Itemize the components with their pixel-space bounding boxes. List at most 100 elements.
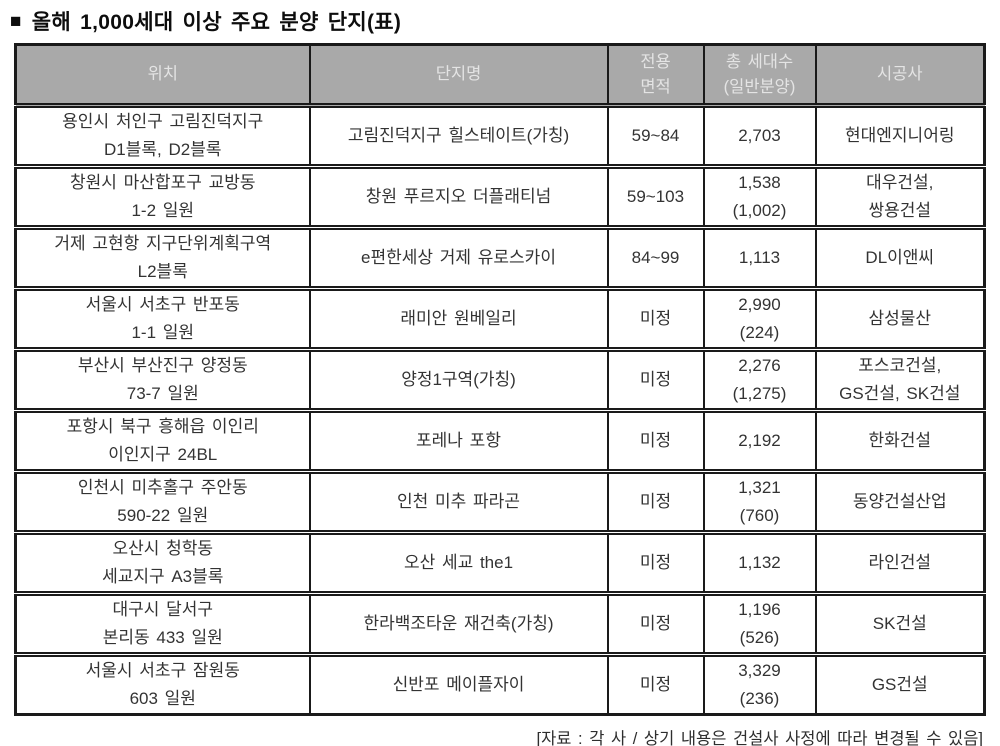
households-total: 1,538	[738, 173, 781, 192]
location-cell: 부산시 부산진구 양정동 73-7 일원	[14, 348, 311, 412]
area-cell: 미정	[606, 531, 705, 595]
header-complex: 단지명	[308, 43, 609, 107]
households-total: 1,132	[738, 553, 781, 572]
location-line2: D1블록, D2블록	[104, 140, 222, 159]
builder-cell: 동양건설산업	[814, 470, 986, 534]
square-bullet-icon: ■	[10, 10, 22, 32]
builder-line1: 포스코건설,	[858, 356, 942, 375]
builder-cell: 대우건설, 쌍용건설	[814, 165, 986, 229]
households-total: 2,990	[738, 295, 781, 314]
builder-line1: SK건설	[872, 614, 927, 633]
households-cell: 1,196 (526)	[702, 592, 817, 656]
households-total: 2,703	[738, 126, 781, 145]
area-cell: 미정	[606, 409, 705, 473]
location-line2: 603 일원	[129, 689, 196, 708]
builder-cell: SK건설	[814, 592, 986, 656]
builder-line1: DL이앤씨	[865, 248, 935, 267]
header-area-line1: 전용	[640, 52, 671, 71]
households-total: 2,192	[738, 431, 781, 450]
households-cell: 1,113	[702, 226, 817, 290]
table-header-row: 위치 단지명 전용 면적 총 세대수 (일반분양) 시공사	[14, 43, 986, 107]
location-line2: 590-22 일원	[117, 506, 209, 525]
apartment-complex-table: 위치 단지명 전용 면적 총 세대수 (일반분양) 시공사 용인시 처인구 고림…	[14, 43, 986, 716]
location-line2: 본리동 433 일원	[102, 628, 223, 647]
builder-line1: 현대엔지니어링	[845, 126, 955, 145]
complex-name-cell: e편한세상 거제 유로스카이	[308, 226, 609, 290]
households-general: (1,002)	[732, 201, 787, 220]
table-row: 대구시 달서구 본리동 433 일원 한라백조타운 재건축(가칭) 미정 1,1…	[14, 592, 986, 656]
location-cell: 서울시 서초구 반포동 1-1 일원	[14, 287, 311, 351]
builder-line1: 삼성물산	[868, 309, 932, 328]
complex-name-cell: 오산 세교 the1	[308, 531, 609, 595]
location-cell: 거제 고현항 지구단위계획구역 L2블록	[14, 226, 311, 290]
location-cell: 창원시 마산합포구 교방동 1-2 일원	[14, 165, 311, 229]
builder-cell: 포스코건설, GS건설, SK건설	[814, 348, 986, 412]
table-row: 오산시 청학동 세교지구 A3블록 오산 세교 the1 미정 1,132 라인…	[14, 531, 986, 595]
location-line1: 인천시 미추홀구 주안동	[77, 478, 248, 497]
households-cell: 2,192	[702, 409, 817, 473]
header-area: 전용 면적	[606, 43, 705, 107]
header-households-line2: (일반분양)	[723, 77, 796, 96]
area-cell: 59~103	[606, 165, 705, 229]
households-general: (760)	[739, 506, 780, 525]
page-title-text: 올해 1,000세대 이상 주요 분양 단지(표)	[31, 11, 402, 34]
households-cell: 1,132	[702, 531, 817, 595]
builder-line1: 라인건설	[868, 553, 932, 572]
builder-cell: 한화건설	[814, 409, 986, 473]
area-cell: 미정	[606, 470, 705, 534]
table-row: 용인시 처인구 고림진덕지구 D1블록, D2블록 고림진덕지구 힐스테이트(가…	[14, 104, 986, 168]
table-row: 서울시 서초구 반포동 1-1 일원 래미안 원베일리 미정 2,990 (22…	[14, 287, 986, 351]
households-general: (526)	[739, 628, 780, 647]
table-header: 위치 단지명 전용 면적 총 세대수 (일반분양) 시공사	[14, 43, 986, 107]
location-line1: 부산시 부산진구 양정동	[77, 356, 248, 375]
households-general: (224)	[739, 323, 780, 342]
builder-line2: 쌍용건설	[868, 201, 932, 220]
location-cell: 대구시 달서구 본리동 433 일원	[14, 592, 311, 656]
households-cell: 2,990 (224)	[702, 287, 817, 351]
builder-line1: 동양건설산업	[852, 492, 947, 511]
area-cell: 84~99	[606, 226, 705, 290]
location-line2: 세교지구 A3블록	[102, 567, 224, 586]
table-row: 부산시 부산진구 양정동 73-7 일원 양정1구역(가칭) 미정 2,276 …	[14, 348, 986, 412]
location-line2: L2블록	[137, 262, 188, 281]
households-total: 3,329	[738, 661, 781, 680]
header-households-line1: 총 세대수	[725, 52, 794, 71]
households-total: 1,196	[738, 600, 781, 619]
households-total: 2,276	[738, 356, 781, 375]
header-builder: 시공사	[814, 43, 986, 107]
complex-name-cell: 포레나 포항	[308, 409, 609, 473]
complex-name-cell: 신반포 메이플자이	[308, 653, 609, 716]
location-cell: 포항시 북구 흥해읍 이인리 이인지구 24BL	[14, 409, 311, 473]
households-total: 1,321	[738, 478, 781, 497]
header-households: 총 세대수 (일반분양)	[702, 43, 817, 107]
area-cell: 미정	[606, 653, 705, 716]
location-line1: 오산시 청학동	[112, 539, 214, 558]
complex-name-cell: 고림진덕지구 힐스테이트(가칭)	[308, 104, 609, 168]
location-line1: 창원시 마산합포구 교방동	[70, 173, 256, 192]
builder-line1: GS건설	[871, 675, 928, 694]
area-cell: 59~84	[606, 104, 705, 168]
location-line1: 거제 고현항 지구단위계획구역	[54, 234, 272, 253]
builder-line1: 한화건설	[868, 431, 932, 450]
builder-cell: 삼성물산	[814, 287, 986, 351]
households-general: (1,275)	[732, 384, 787, 403]
households-cell: 3,329 (236)	[702, 653, 817, 716]
source-note: [자료 : 각 사 / 상기 내용은 건설사 사정에 따라 변경될 수 있음]	[536, 730, 984, 746]
households-cell: 2,276 (1,275)	[702, 348, 817, 412]
location-cell: 오산시 청학동 세교지구 A3블록	[14, 531, 311, 595]
households-general: (236)	[739, 689, 780, 708]
area-cell: 미정	[606, 287, 705, 351]
location-line1: 포항시 북구 흥해읍 이인리	[66, 417, 259, 436]
households-total: 1,113	[738, 248, 781, 267]
header-area-line2: 면적	[640, 77, 671, 96]
location-line1: 서울시 서초구 잠원동	[85, 661, 240, 680]
builder-cell: DL이앤씨	[814, 226, 986, 290]
complex-name-cell: 한라백조타운 재건축(가칭)	[308, 592, 609, 656]
complex-name-cell: 래미안 원베일리	[308, 287, 609, 351]
table-row: 서울시 서초구 잠원동 603 일원 신반포 메이플자이 미정 3,329 (2…	[14, 653, 986, 716]
builder-cell: 현대엔지니어링	[814, 104, 986, 168]
page-title: ■ 올해 1,000세대 이상 주요 분양 단지(표)	[10, 6, 1000, 36]
header-location: 위치	[14, 43, 311, 107]
table-row: 인천시 미추홀구 주안동 590-22 일원 인천 미추 파라곤 미정 1,32…	[14, 470, 986, 534]
